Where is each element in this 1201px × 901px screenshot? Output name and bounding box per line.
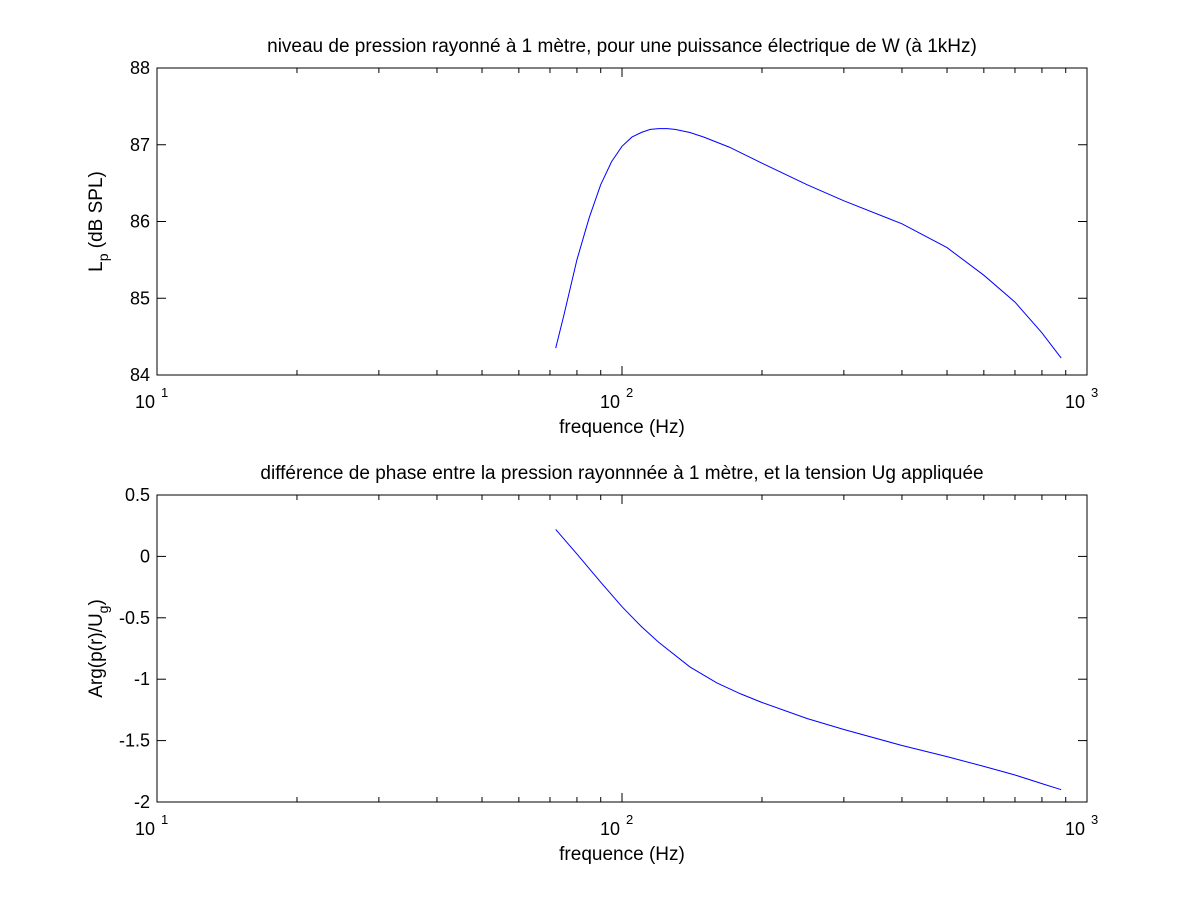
bottom-ytick-label: -1.5	[119, 731, 150, 751]
top-chart-title: niveau de pression rayonné à 1 mètre, po…	[267, 36, 977, 57]
bottom-xtick-label: 10	[1065, 819, 1085, 839]
top-xtick-label: 10	[135, 392, 155, 412]
top-xtick-exponent: 3	[1091, 385, 1098, 400]
bottom-y-axis-label-main: Arg(p(r)/U	[86, 613, 107, 697]
top-x-axis-label: frequence (Hz)	[559, 417, 685, 438]
bottom-series-line	[555, 529, 1062, 791]
bottom-y-axis-label-subscript: g	[95, 606, 111, 614]
top-xtick-exponent: 1	[161, 385, 168, 400]
top-y-axis-label-subscript: p	[95, 253, 111, 261]
top-chart: niveau de pression rayonné à 1 mètre, po…	[86, 36, 1098, 438]
top-ytick-label: 85	[130, 288, 150, 308]
bottom-xtick-exponent: 3	[1091, 812, 1098, 827]
bottom-xtick-exponent: 1	[161, 812, 168, 827]
top-y-axis-label: Lp (dB SPL)	[86, 171, 111, 272]
top-xtick-label: 10	[1065, 392, 1085, 412]
bottom-ytick-label: 0	[140, 546, 150, 566]
top-y-axis-label-rest: (dB SPL)	[86, 171, 107, 253]
bottom-y-axis-label-rest: )	[86, 599, 107, 605]
top-xtick-label: 10	[600, 392, 620, 412]
bottom-xtick-label: 10	[600, 819, 620, 839]
top-ytick-label: 84	[130, 365, 150, 385]
bottom-x-axis-label: frequence (Hz)	[559, 844, 685, 865]
bottom-ytick-label: -1	[134, 669, 150, 689]
bottom-ytick-label: -0.5	[119, 608, 150, 628]
bottom-ytick-label: 0.5	[125, 485, 150, 505]
bottom-xtick-label: 10	[135, 819, 155, 839]
bottom-ytick-label: -2	[134, 792, 150, 812]
top-plot-frame	[156, 67, 1088, 376]
bottom-chart-title: différence de phase entre la pression ra…	[260, 463, 983, 484]
top-xtick-exponent: 2	[626, 385, 633, 400]
top-ytick-label: 87	[130, 135, 150, 155]
top-ytick-label: 86	[130, 212, 150, 232]
top-series-line	[555, 128, 1062, 359]
bottom-chart: différence de phase entre la pression ra…	[86, 463, 1098, 865]
bottom-plot-frame	[156, 494, 1088, 803]
bottom-y-axis-label: Arg(p(r)/Ug)	[86, 599, 111, 698]
bottom-xtick-exponent: 2	[626, 812, 633, 827]
top-y-axis-label-main: L	[86, 261, 107, 272]
top-ytick-label: 88	[130, 58, 150, 78]
